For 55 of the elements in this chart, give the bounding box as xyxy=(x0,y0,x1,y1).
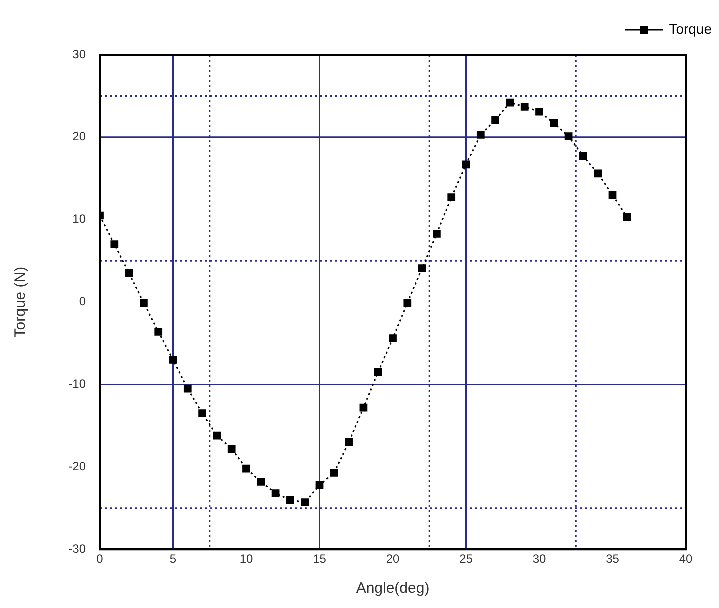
point xyxy=(389,334,397,343)
x-tick-label: 20 xyxy=(386,552,400,566)
point xyxy=(272,490,280,498)
point xyxy=(520,103,529,111)
y-tick-label: -20 xyxy=(68,459,86,474)
point xyxy=(228,445,236,453)
x-tick-label: 0 xyxy=(96,552,104,566)
point xyxy=(550,119,558,128)
point xyxy=(257,478,266,486)
y-tick-label: 30 xyxy=(72,47,86,62)
point xyxy=(536,108,544,116)
point xyxy=(608,191,617,200)
y-axis-title: Torque (N) xyxy=(12,266,30,338)
point xyxy=(564,132,573,141)
point xyxy=(330,469,338,477)
y-tick-label: 20 xyxy=(72,130,86,144)
point xyxy=(360,404,368,412)
point xyxy=(242,464,250,473)
y-tick-label: 0 xyxy=(79,294,86,309)
point xyxy=(110,240,119,249)
point xyxy=(316,481,324,490)
point xyxy=(580,152,588,160)
x-tick-label: 35 xyxy=(606,552,620,566)
point xyxy=(623,213,632,222)
point xyxy=(418,264,426,272)
x-tick-label: 15 xyxy=(313,552,327,566)
x-tick-label: 5 xyxy=(170,552,177,566)
point xyxy=(433,230,441,238)
legend-label: Torque xyxy=(669,20,712,37)
point xyxy=(140,299,148,308)
point xyxy=(492,116,500,124)
point xyxy=(301,498,310,507)
x-tick-label: 30 xyxy=(532,552,546,566)
y-tick-label: -30 xyxy=(68,542,86,556)
x-tick-label: 10 xyxy=(240,552,254,566)
point xyxy=(448,194,456,202)
point xyxy=(184,384,192,393)
point xyxy=(374,368,382,376)
point xyxy=(594,170,602,178)
point xyxy=(476,131,485,139)
y-tick-label: -10 xyxy=(68,377,86,392)
x-tick-label: 40 xyxy=(679,552,693,566)
point xyxy=(154,328,163,336)
point xyxy=(125,270,134,278)
point xyxy=(286,496,294,504)
point xyxy=(213,432,222,440)
x-axis-title: Angle(deg) xyxy=(356,580,430,598)
point xyxy=(404,299,412,308)
point xyxy=(345,438,353,446)
point xyxy=(169,356,178,364)
point xyxy=(462,160,470,169)
point xyxy=(198,410,206,418)
y-tick-label: 10 xyxy=(72,212,86,226)
point xyxy=(506,98,514,107)
x-tick-label: 25 xyxy=(460,552,474,566)
